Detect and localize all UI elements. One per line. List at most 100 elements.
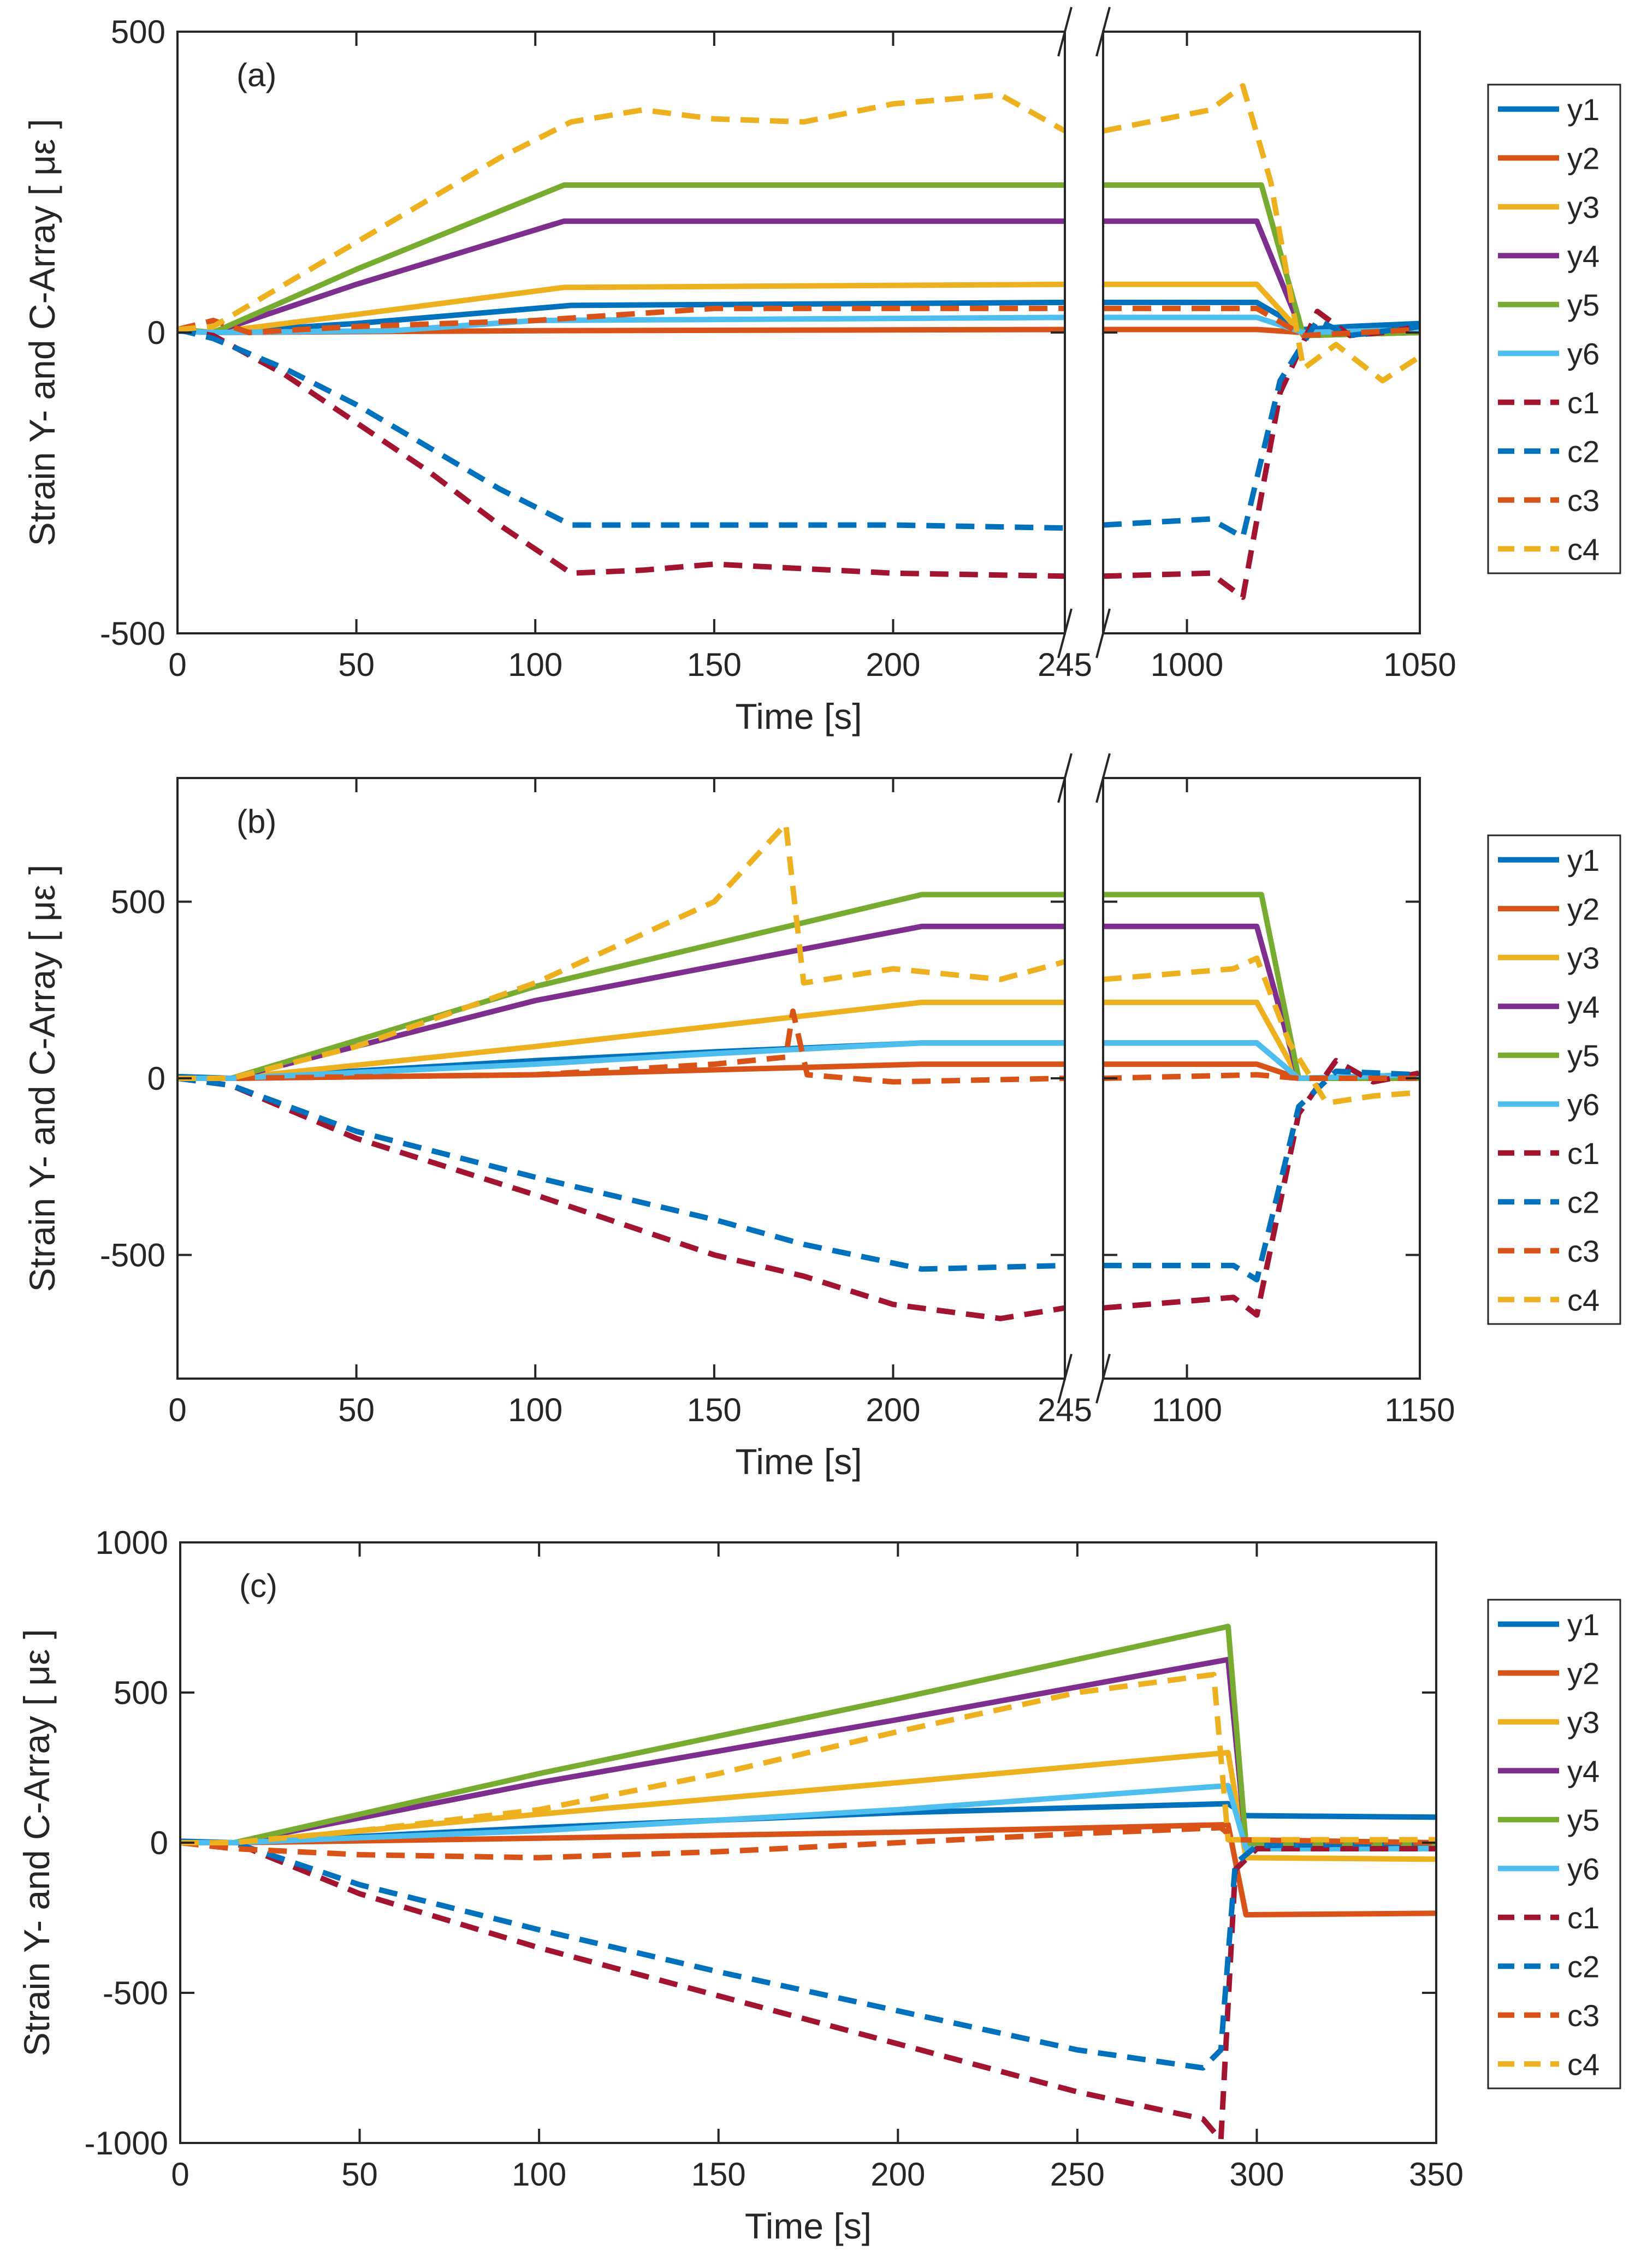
x-tick-label: 0 bbox=[168, 646, 186, 683]
legend-label-y4: y4 bbox=[1567, 989, 1600, 1024]
legend-box bbox=[1487, 1599, 1621, 2089]
y-axis-label: Strain Y- and C-Array [ με ] bbox=[22, 865, 62, 1292]
y-tick-label: 0 bbox=[147, 314, 165, 351]
series-line-c4 bbox=[180, 1672, 1436, 1845]
series-group bbox=[180, 1624, 1436, 2143]
y-axis-label: Strain Y- and C-Array [ με ] bbox=[22, 119, 62, 547]
series-line-y6 bbox=[180, 1783, 1436, 1851]
x-tick-label: 245 bbox=[1038, 1392, 1092, 1428]
legend: y1 y2 y3 y4 y5 y6 c1 c2 c3 c4 bbox=[1487, 84, 1621, 574]
legend-label-c4: c4 bbox=[1567, 1283, 1600, 1317]
legend-label-y5: y5 bbox=[1567, 1803, 1600, 1837]
x-tick-label: 100 bbox=[508, 1392, 562, 1428]
x-tick-label: 250 bbox=[1050, 2156, 1105, 2193]
legend-label-y1: y1 bbox=[1567, 1607, 1600, 1642]
legend-label-y3: y3 bbox=[1567, 190, 1600, 224]
y-tick-label: 0 bbox=[147, 1060, 165, 1097]
y-tick-label: -500 bbox=[103, 1975, 168, 2011]
legend-label-c1: c1 bbox=[1567, 385, 1600, 420]
y-tick-label: 1000 bbox=[96, 1524, 168, 1561]
legend-label-c1: c1 bbox=[1567, 1136, 1600, 1171]
series-line-c1-left bbox=[177, 326, 1065, 579]
legend-label-c4: c4 bbox=[1567, 2047, 1600, 2081]
x-tick-label: 1050 bbox=[1383, 646, 1456, 683]
x-axis-label: Time [s] bbox=[735, 1441, 862, 1482]
x-tick-label: 100 bbox=[512, 2156, 566, 2193]
x-tick-label: 0 bbox=[168, 1392, 186, 1428]
legend: y1 y2 y3 y4 y5 y6 c1 c2 c3 c4 bbox=[1487, 834, 1621, 1325]
x-tick-label: 245 bbox=[1038, 646, 1092, 683]
series-line-c3-right bbox=[1103, 1072, 1420, 1081]
x-tick-label: 150 bbox=[687, 646, 742, 683]
legend-box bbox=[1487, 84, 1621, 574]
series-line-c2-right bbox=[1103, 318, 1420, 540]
legend-label-y4: y4 bbox=[1567, 239, 1600, 273]
legend-label-y6: y6 bbox=[1567, 1087, 1600, 1121]
x-tick-label: 300 bbox=[1229, 2156, 1284, 2193]
series-line-c2-right bbox=[1103, 1068, 1420, 1283]
legend-label-c2: c2 bbox=[1567, 434, 1600, 468]
x-tick-label: 150 bbox=[691, 2156, 746, 2193]
x-tick-label: 200 bbox=[866, 646, 920, 683]
series-group bbox=[177, 821, 1420, 1321]
chart-panel-c: -1000 -500 0 500 1000 0 50 100 150 200 250 300 350 Ti… bbox=[16, 1524, 1621, 2246]
legend-label-y2: y2 bbox=[1567, 1656, 1600, 1690]
legend-label-y2: y2 bbox=[1567, 892, 1600, 926]
y-tick-label: 500 bbox=[111, 883, 165, 920]
legend-label-y3: y3 bbox=[1567, 1705, 1600, 1739]
series-line-c3 bbox=[180, 1825, 1436, 1861]
panel-annotation: (a) bbox=[236, 57, 276, 93]
y-tick-label: -1000 bbox=[85, 2125, 168, 2162]
series-group bbox=[177, 83, 1420, 600]
x-axis-label: Time [s] bbox=[745, 2206, 872, 2246]
series-line-c3-left bbox=[177, 1008, 1065, 1085]
y-tick-label: 0 bbox=[150, 1825, 168, 1861]
panel-annotation: (b) bbox=[236, 803, 276, 840]
legend-label-y2: y2 bbox=[1567, 141, 1600, 175]
x-tick-label: 0 bbox=[171, 2156, 189, 2193]
legend-label-y1: y1 bbox=[1567, 843, 1600, 877]
series-line-c4-left bbox=[177, 92, 1065, 333]
legend-label-c3: c3 bbox=[1567, 1998, 1600, 2033]
series-line-c1 bbox=[180, 1840, 1436, 2143]
legend-label-c3: c3 bbox=[1567, 483, 1600, 518]
panel-annotation: (c) bbox=[239, 1568, 277, 1604]
x-tick-label: 350 bbox=[1409, 2156, 1464, 2193]
series-line-c2 bbox=[180, 1840, 1436, 2071]
x-tick-label: 200 bbox=[870, 2156, 925, 2193]
legend-box bbox=[1487, 834, 1621, 1325]
series-line-y6-left bbox=[177, 314, 1065, 335]
legend: y1 y2 y3 y4 y5 y6 c1 c2 c3 c4 bbox=[1487, 1599, 1621, 2089]
x-axis-label: Time [s] bbox=[735, 696, 862, 737]
chart-panel-b: -500 0 500 0 50 100 150 200 245 1100 1150 Time [s] S… bbox=[22, 753, 1621, 1482]
legend-label-y5: y5 bbox=[1567, 288, 1600, 322]
x-tick-label: 50 bbox=[338, 646, 375, 683]
legend-label-c2: c2 bbox=[1567, 1949, 1600, 1984]
legend-label-y3: y3 bbox=[1567, 941, 1600, 975]
series-line-c3-right bbox=[1103, 305, 1420, 339]
legend-label-y4: y4 bbox=[1567, 1754, 1600, 1788]
x-tick-label: 1150 bbox=[1384, 1392, 1455, 1428]
x-tick-label: 200 bbox=[866, 1392, 920, 1428]
legend-label-c1: c1 bbox=[1567, 1901, 1600, 1935]
series-line-c4-right bbox=[1103, 955, 1420, 1106]
x-tick-label: 1100 bbox=[1152, 1392, 1222, 1428]
y-tick-label: 500 bbox=[114, 1675, 168, 1711]
series-line-c2-left bbox=[177, 1076, 1065, 1272]
legend-label-c2: c2 bbox=[1567, 1185, 1600, 1219]
x-tick-label: 50 bbox=[338, 1392, 375, 1428]
legend-label-y6: y6 bbox=[1567, 336, 1600, 371]
y-axis-label: Strain Y- and C-Array [ με ] bbox=[16, 1629, 57, 2057]
x-tick-label: 1000 bbox=[1151, 646, 1223, 683]
x-tick-label: 50 bbox=[341, 2156, 378, 2193]
legend-label-y5: y5 bbox=[1567, 1038, 1600, 1073]
y-tick-label: -500 bbox=[100, 1237, 165, 1274]
series-line-c4-left bbox=[177, 821, 1065, 1081]
axis-break-mark bbox=[1095, 753, 1111, 803]
y-tick-label: 500 bbox=[111, 14, 165, 50]
legend-label-c4: c4 bbox=[1567, 532, 1600, 566]
